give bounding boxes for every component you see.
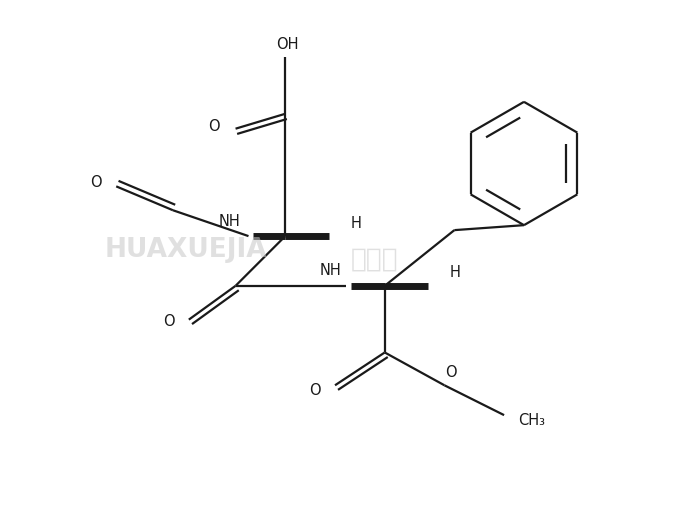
- Text: O: O: [90, 175, 102, 190]
- Text: NH: NH: [219, 214, 240, 229]
- Text: O: O: [163, 314, 175, 329]
- Text: H: H: [450, 265, 461, 280]
- Text: O: O: [446, 365, 457, 380]
- Text: H: H: [350, 216, 361, 231]
- Text: OH: OH: [276, 37, 298, 52]
- Text: HUAXUEJIA: HUAXUEJIA: [105, 237, 267, 263]
- Text: NH: NH: [319, 264, 341, 278]
- Text: O: O: [208, 119, 219, 134]
- Text: O: O: [309, 383, 321, 398]
- Text: 化学加: 化学加: [351, 247, 399, 273]
- Text: CH₃: CH₃: [518, 412, 545, 428]
